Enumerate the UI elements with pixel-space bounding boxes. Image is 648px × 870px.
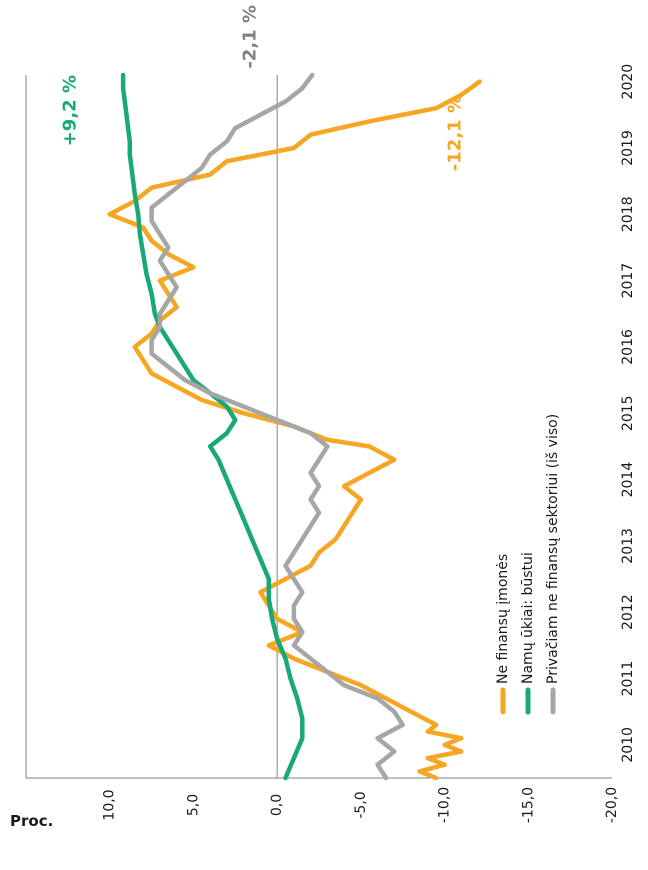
x-tick-label: 2010 [620,727,636,763]
annotation-label: -2,1 % [240,5,261,69]
series-line-3 [149,72,405,781]
plot-area [25,72,612,781]
y-tick-label: -20,0 [604,787,620,823]
x-tick-label: 2015 [620,395,636,431]
x-tick-label: 2014 [620,462,636,498]
x-tick-label: 2020 [620,64,636,100]
y-tick-label: 10,0 [102,789,118,820]
series-line-2 [120,72,305,781]
y-tick-label: 5,0 [185,794,201,816]
x-tick-label: 2018 [620,196,636,232]
legend-label: Ne finansų įmonės [495,554,511,684]
legend: Ne finansų įmonės Namų ūkiai: būstui Priva… [495,414,561,715]
x-tick-label: 2012 [620,594,636,630]
y-axis-label: Proc. [10,812,53,830]
legend-label: Namų ūkiai: būstui [520,552,536,684]
x-tick-label: 2016 [620,329,636,365]
x-tick-label: 2013 [620,528,636,564]
y-tick-label: -10,0 [437,787,453,823]
y-tick-label: -15,0 [520,787,536,823]
x-tick-label: 2019 [620,130,636,166]
series-layer [26,72,612,781]
annotation-label: +9,2 % [60,75,81,146]
y-tick-label: -5,0 [353,791,369,818]
annotation-label: -12,1 % [445,95,466,171]
x-tick-labels: 2010 2011 2012 2013 2014 2015 2016 2017 2018 2019… [620,64,636,763]
x-tick-label: 2011 [620,661,636,697]
annotations: +9,2 % -2,1 % -12,1 % [60,5,466,171]
legend-label: Privačiam ne finansų sektoriui (iš viso) [545,414,561,684]
x-tick-label: 2017 [620,263,636,299]
y-tick-label: 0,0 [269,794,285,816]
y-tick-labels: -20,0 -15,0 -10,0 -5,0 0,0 5,0 10,0 [102,787,620,823]
series-line-1 [107,79,482,781]
